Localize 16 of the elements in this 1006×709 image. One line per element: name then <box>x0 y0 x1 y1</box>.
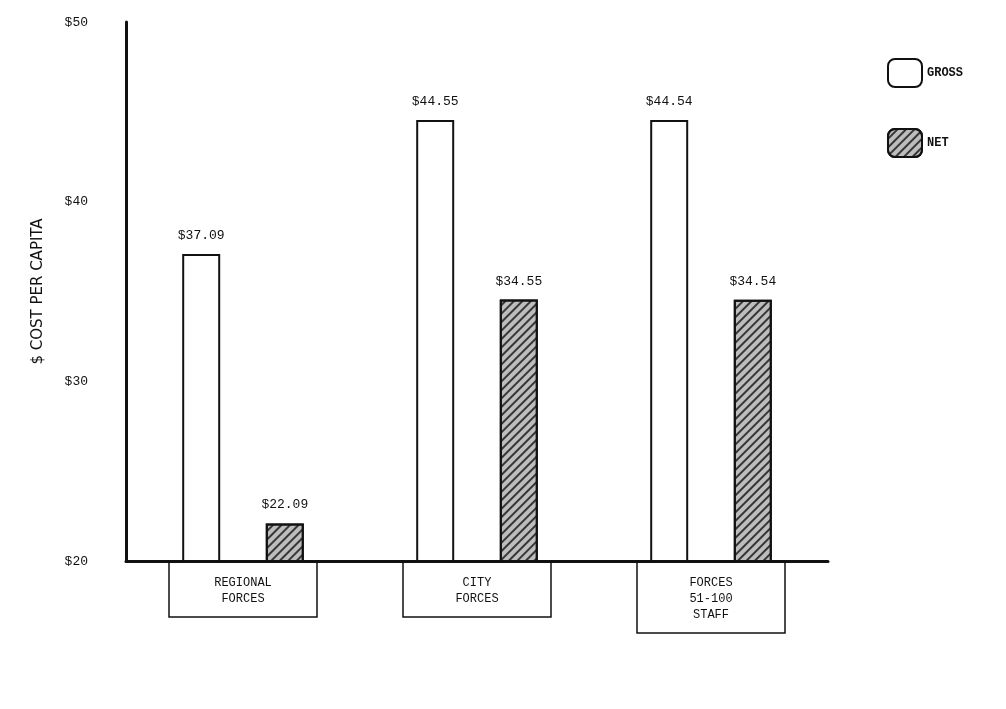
x-tick-label: FORCES 51-100 STAFF <box>689 576 733 622</box>
y-tick-label: $50 <box>64 14 88 30</box>
y-tick-label: $40 <box>64 194 88 210</box>
data-label: $34.55 <box>495 273 543 289</box>
data-label: $37.09 <box>177 227 225 243</box>
data-label: $22.09 <box>261 497 309 513</box>
y-tick-label: $30 <box>64 373 88 389</box>
y-axis-title: $ COST PER CAPITA <box>27 217 46 365</box>
data-label: $44.54 <box>645 94 693 110</box>
x-tick-label: CITY FORCES <box>455 576 499 606</box>
data-label: $34.54 <box>729 273 777 289</box>
x-tick-label: REGIONAL FORCES <box>214 576 272 606</box>
y-tick-label: $20 <box>64 553 88 569</box>
legend-label: NET <box>926 136 949 150</box>
legend-label: GROSS <box>926 66 964 80</box>
data-label: $44.55 <box>411 93 459 109</box>
